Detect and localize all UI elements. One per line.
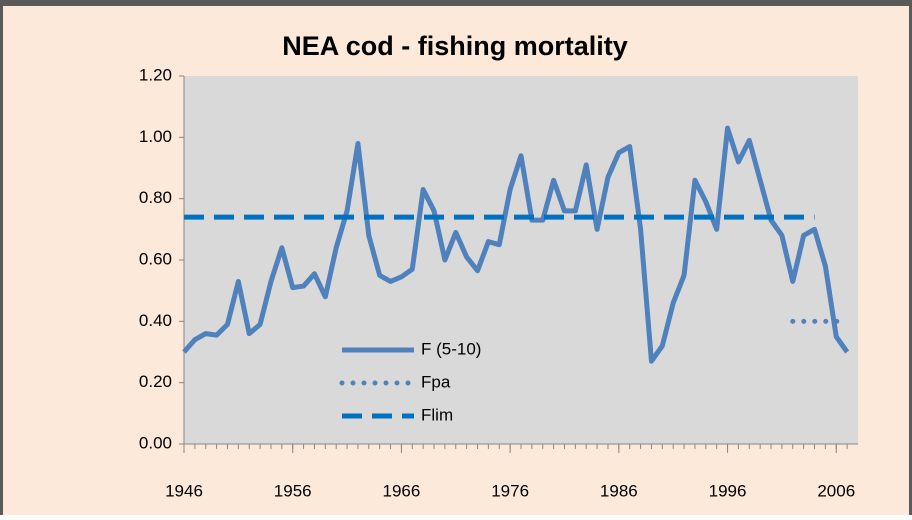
- x-tick-label: 1996: [709, 481, 747, 500]
- y-tick-label: 0.80: [139, 188, 172, 207]
- x-tick-label: 1976: [491, 481, 529, 500]
- legend-label: Flim: [421, 405, 453, 424]
- chart-title: NEA cod - fishing mortality: [282, 31, 628, 61]
- x-tick-label: 2006: [817, 481, 855, 500]
- x-tick-label: 1966: [383, 481, 421, 500]
- y-tick-label: 0.00: [139, 433, 172, 452]
- x-tick-label: 1956: [274, 481, 312, 500]
- y-tick-label: 0.40: [139, 311, 172, 330]
- plot-area: [184, 76, 858, 444]
- y-tick-label: 1.20: [139, 65, 172, 84]
- x-tick-label: 1986: [600, 481, 638, 500]
- legend-label: Fpa: [421, 372, 451, 391]
- y-tick-label: 1.00: [139, 127, 172, 146]
- y-tick-label: 0.20: [139, 372, 172, 391]
- y-tick-label: 0.60: [139, 249, 172, 268]
- x-tick-label: 1946: [165, 481, 203, 500]
- series-line: [182, 125, 850, 364]
- legend-label: F (5-10): [421, 339, 481, 358]
